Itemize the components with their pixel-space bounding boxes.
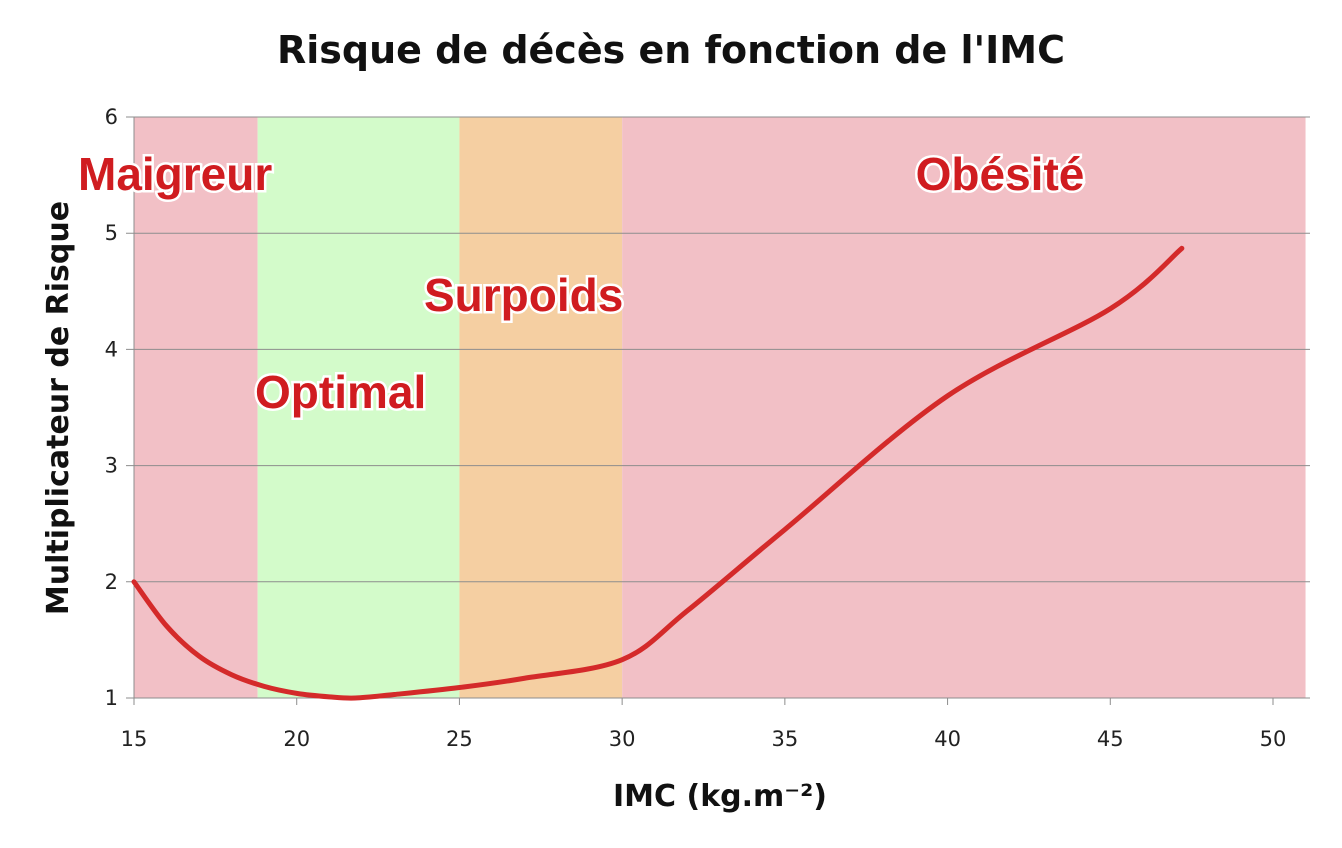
x-tick-label: 20 xyxy=(283,727,310,751)
zone-label-3: Obésité xyxy=(916,148,1085,200)
y-tick-label: 2 xyxy=(105,570,118,594)
x-tick-label: 35 xyxy=(771,727,798,751)
axes xyxy=(133,117,1274,705)
zone-label-0: Maigreur xyxy=(78,148,272,200)
x-tick-label: 15 xyxy=(121,727,148,751)
risk-curve-line-0 xyxy=(131,245,1185,701)
x-tick-label: 25 xyxy=(446,727,473,751)
y-tick-label: 1 xyxy=(105,686,118,710)
y-tick-label: 3 xyxy=(105,454,118,478)
zone-label-1: Optimal xyxy=(255,366,426,418)
zone-label-2: Surpoids xyxy=(424,269,623,321)
y-axis-label: Multiplicateur de Risque xyxy=(41,201,76,615)
chart-title: Risque de décès en fonction de l'IMC xyxy=(276,28,1066,72)
zone-bands xyxy=(134,117,1306,698)
zone-band-2 xyxy=(459,117,623,698)
zone-band-1 xyxy=(257,117,460,698)
x-tick-label: 30 xyxy=(609,727,636,751)
y-tick-label: 5 xyxy=(105,221,118,245)
zone-band-0 xyxy=(134,117,258,698)
x-tick-label: 45 xyxy=(1097,727,1124,751)
zone-band-3 xyxy=(622,117,1306,698)
x-axis-label: IMC (kg.m⁻²) xyxy=(613,779,827,814)
zone-labels: Maigreur Optimal Surpoids Obésité xyxy=(76,146,1087,421)
risk-curve xyxy=(131,245,1185,701)
x-tick-label: 50 xyxy=(1260,727,1287,751)
y-tick-label: 6 xyxy=(105,105,118,129)
x-tick-label: 40 xyxy=(934,727,961,751)
grid-lines xyxy=(126,116,1310,699)
y-tick-label: 4 xyxy=(105,337,118,361)
